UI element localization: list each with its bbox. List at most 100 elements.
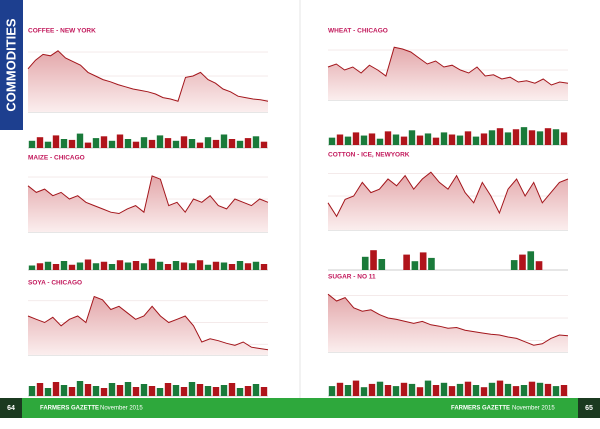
volume-bar (552, 386, 560, 396)
volume-bar (403, 254, 410, 270)
issue-date: November 2015 (512, 406, 555, 412)
price-area (28, 296, 268, 355)
volume-bar (116, 385, 124, 396)
volume-bar (360, 135, 368, 145)
volume-bar (156, 261, 164, 270)
volume-bar (252, 136, 260, 148)
price-area (328, 294, 568, 352)
volume-bar (132, 261, 140, 270)
volume-bar (68, 387, 76, 396)
volume-bar (488, 382, 496, 396)
volume-bar (228, 139, 236, 148)
volume-bar (84, 142, 92, 148)
volume-bar (361, 256, 369, 270)
volume-bar (108, 264, 116, 270)
volume-bar (76, 262, 84, 270)
volume-bar (328, 386, 336, 396)
volume-bar (196, 384, 204, 396)
footer-bar (0, 398, 600, 418)
price-line (27, 50, 269, 102)
volume-bar (140, 263, 148, 270)
volume-bar (116, 134, 124, 148)
volume-bar (108, 383, 116, 396)
volume-bar (180, 387, 188, 396)
volume-bar (132, 387, 140, 396)
volume-bar (416, 135, 424, 145)
volume-bar (370, 250, 377, 270)
volume-bar (180, 262, 188, 270)
volume-bar (228, 264, 236, 270)
price-line (327, 171, 569, 218)
price-line (327, 46, 569, 86)
price-line (27, 295, 269, 351)
volume-bar (188, 139, 196, 148)
volume-bar (448, 134, 456, 145)
volume-bar (480, 387, 488, 396)
volume-bar (512, 129, 520, 145)
volume-bar (188, 382, 196, 396)
volume-bar (36, 137, 44, 148)
volume-bar (400, 136, 408, 145)
volume-bar (336, 134, 344, 145)
volume-bar (84, 259, 92, 270)
chart-title: MAIZE - CHICAGO (28, 155, 85, 162)
volume-bar (52, 264, 60, 270)
volume-bar (44, 141, 52, 148)
volume-bar (52, 382, 60, 396)
volume-bar (252, 384, 260, 396)
volume-bar (172, 385, 180, 396)
volume-bar (456, 135, 464, 145)
volume-bar (419, 252, 427, 270)
volume-bar (488, 130, 496, 145)
volume-bar (496, 128, 504, 145)
volume-bar (504, 383, 512, 396)
chart-title: SOYA - CHICAGO (28, 280, 82, 287)
volume-bar (456, 383, 464, 396)
volume-bar (344, 385, 352, 396)
volume-bar (424, 133, 432, 145)
volume-bar (544, 128, 552, 145)
volume-bar (428, 257, 435, 270)
volume-bar (552, 129, 560, 145)
price-area (28, 50, 268, 112)
volume-bar (124, 262, 132, 270)
volume-bar (527, 251, 535, 270)
volume-bar (400, 382, 408, 396)
volume-bar (464, 131, 472, 145)
volume-bar (376, 381, 384, 396)
volume-bar (164, 264, 172, 270)
publication: FARMERS GAZETTE (451, 406, 510, 412)
volume-bar (132, 141, 140, 148)
volume-bar (92, 138, 100, 148)
volume-bar (148, 139, 156, 148)
volume-bar (204, 386, 212, 396)
volume-bar (28, 265, 36, 270)
price-line (27, 175, 269, 215)
volume-bar (76, 381, 84, 396)
volume-bar (28, 386, 36, 396)
volume-bar (204, 264, 212, 270)
volume-bar (328, 137, 336, 145)
volume-bar (236, 140, 244, 148)
volume-bar (220, 134, 228, 148)
volume-bar (408, 130, 416, 145)
volume-bar (535, 261, 543, 270)
volume-bar (52, 135, 60, 148)
price-area (328, 172, 568, 230)
volume-bar (244, 138, 252, 148)
volume-bar (512, 386, 520, 396)
volume-bar (504, 132, 512, 145)
volume-bar (352, 132, 360, 145)
volume-bar (100, 136, 108, 148)
volume-bar (84, 384, 92, 396)
volume-bar (520, 385, 528, 396)
volume-bar (536, 382, 544, 396)
volume-bar (244, 386, 252, 396)
volume-bar (172, 261, 180, 270)
volume-bar (368, 133, 376, 145)
volume-bar (432, 137, 440, 145)
chart-title: WHEAT - CHICAGO (328, 28, 388, 35)
volume-bar (140, 137, 148, 148)
volume-bar (376, 138, 384, 145)
volume-bar (140, 384, 148, 396)
